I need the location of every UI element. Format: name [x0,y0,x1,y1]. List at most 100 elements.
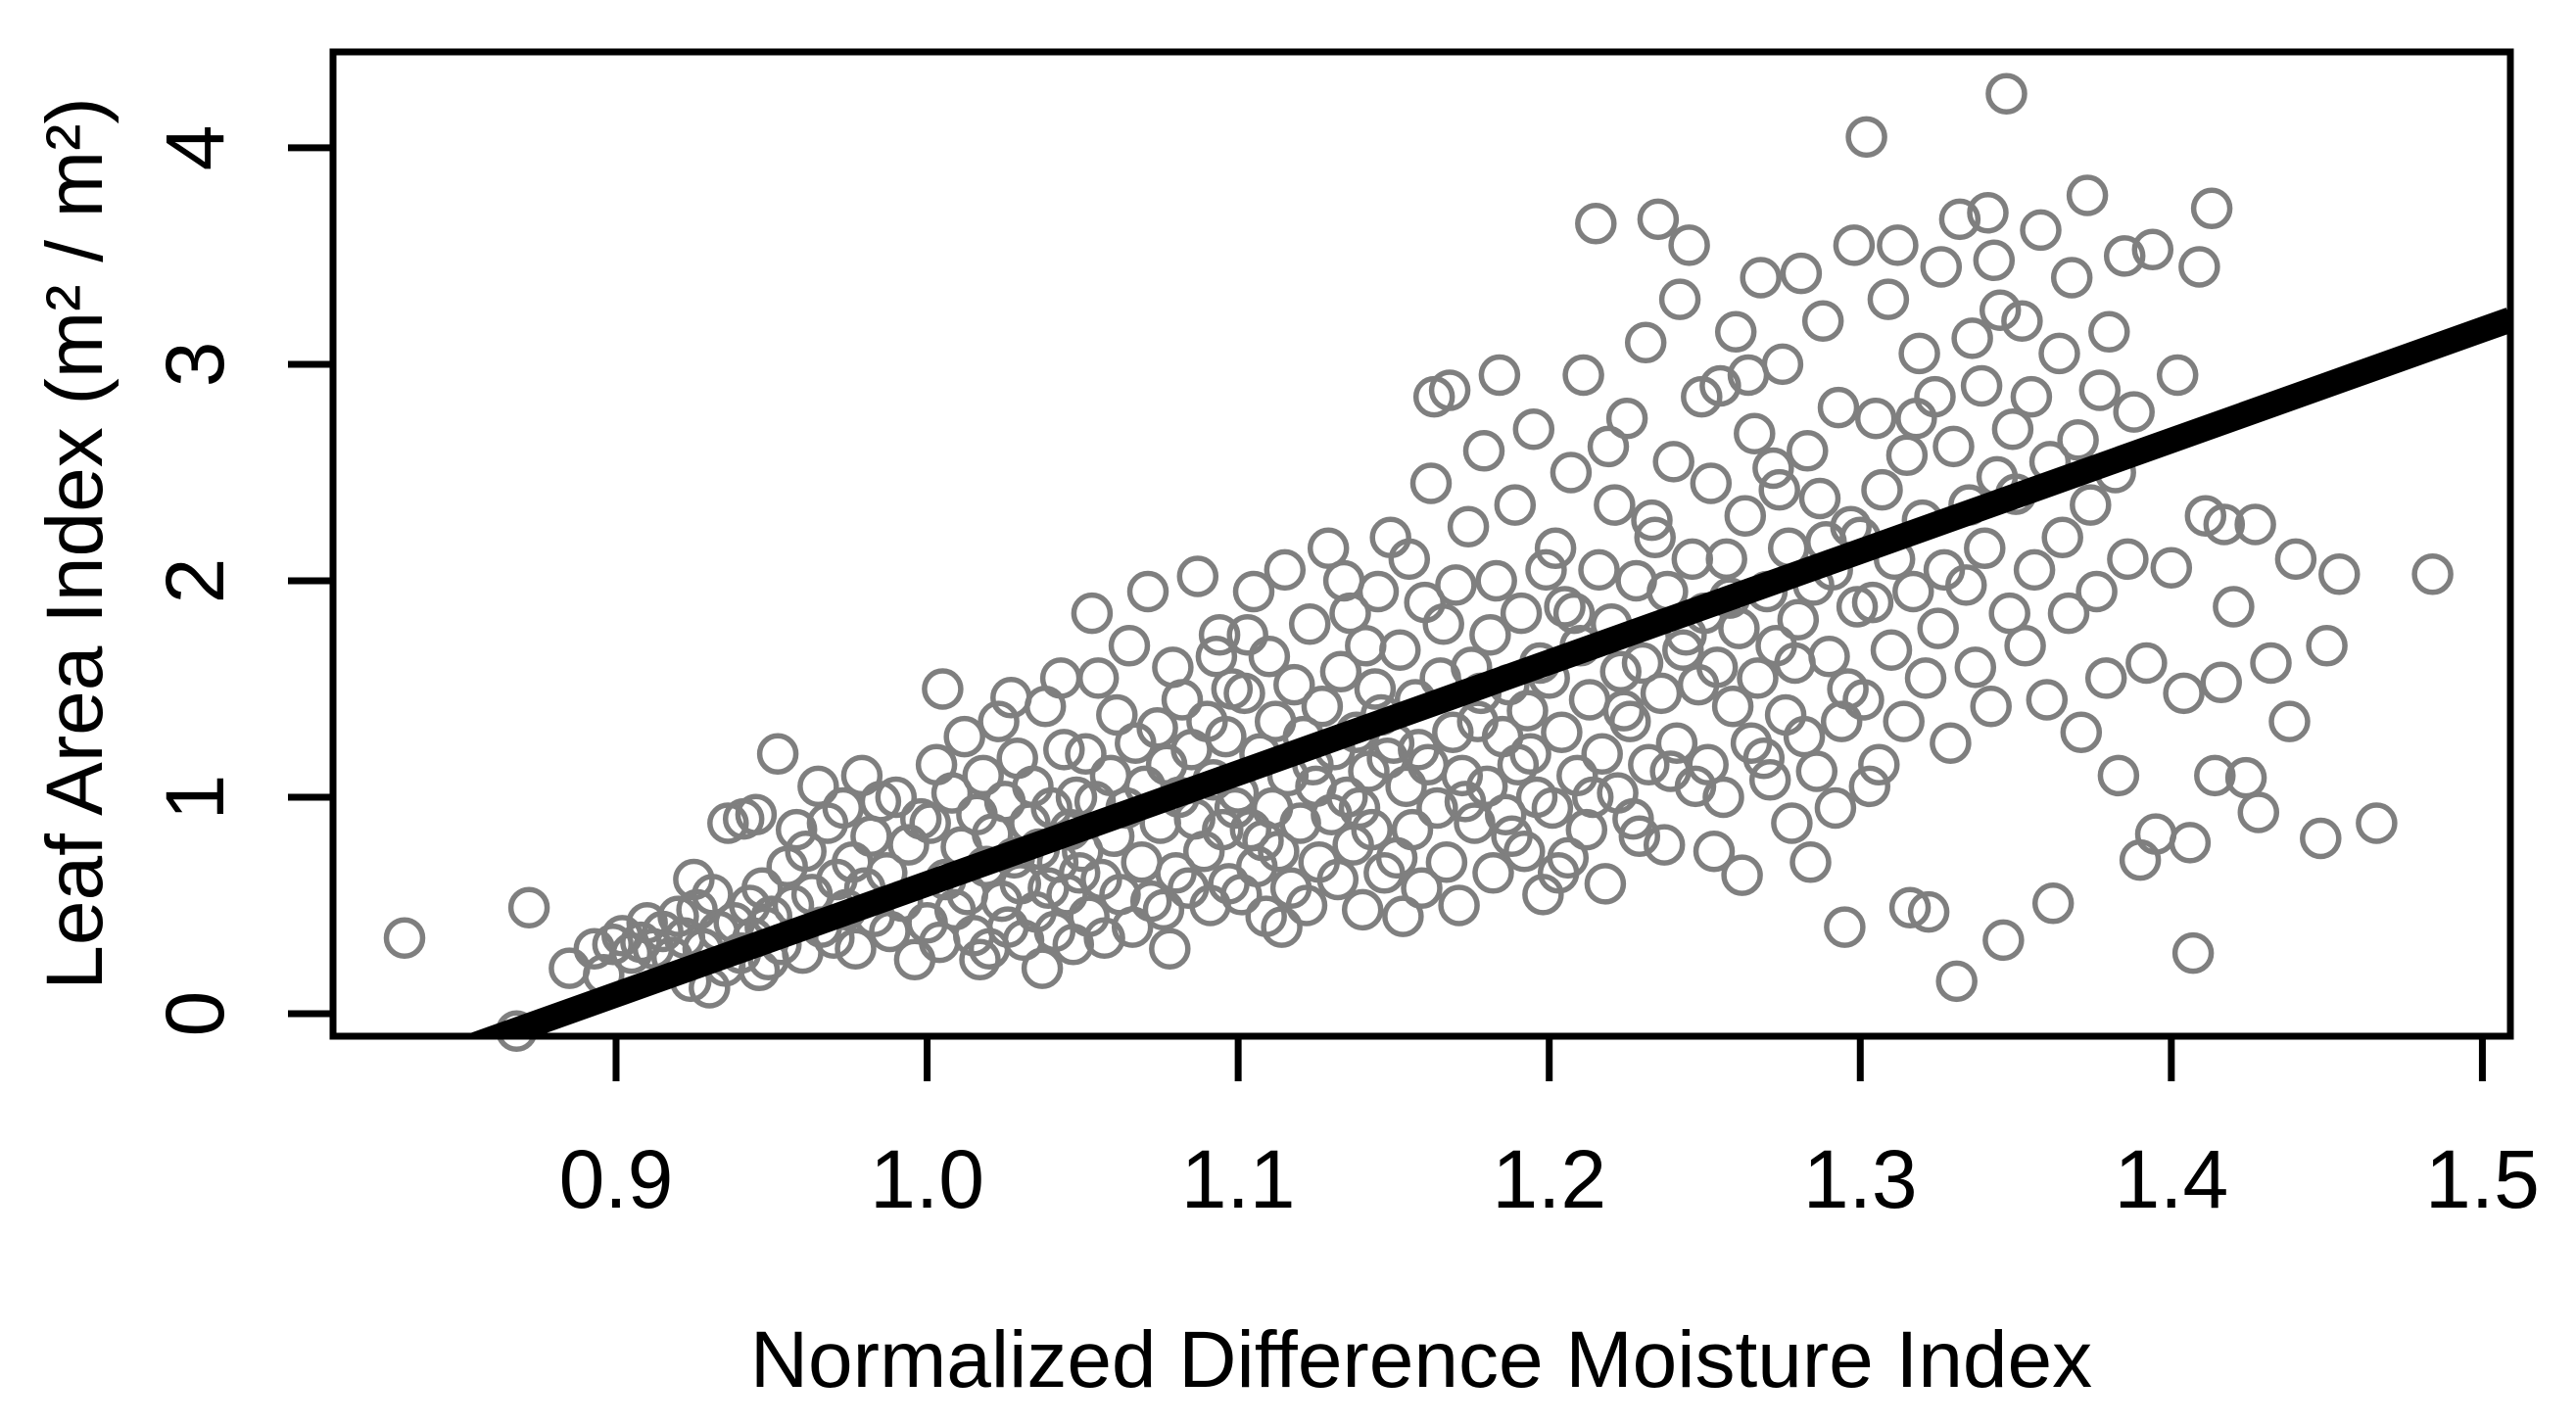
data-point-circle [1662,629,1704,671]
data-point-circle [2047,592,2090,635]
data-point-circle [740,867,784,910]
data-point-circle [1777,598,1820,641]
data-point-circle [2163,672,2205,715]
data-point-circle [2306,625,2348,667]
data-point-circle [859,781,902,823]
plot-border [329,48,2514,1040]
data-point-circle [1693,830,1736,873]
data-point-circle [1575,203,1617,245]
data-point-circle [1345,625,1387,667]
data-point-circle [1599,650,1642,693]
data-point-circle [1195,636,1238,678]
data-point-circle [2178,246,2220,288]
data-point-circle [1058,852,1101,894]
data-point-circle [2171,931,2215,975]
data-point-circle [893,938,936,981]
data-point-circle [1960,364,2003,407]
data-point-circle [962,754,1004,797]
data-point-circle [1409,462,1453,504]
data-point-circle [1655,722,1698,764]
data-point-circle [1258,830,1300,873]
y-axis-title: Leaf Area Index (m² / m²) [30,97,119,989]
data-point-circle [1422,602,1464,645]
data-point-circle [2184,495,2227,537]
data-point-circle [1462,430,1505,472]
data-point-circle [1979,289,2022,331]
data-point-circle [2150,547,2193,589]
data-point-circle [2113,391,2155,433]
data-point-circle [1126,570,1169,613]
data-point-circle [959,938,1001,981]
data-point-circle [1176,555,1219,597]
data-point-circle [1758,468,1800,511]
data-point-circle [1478,354,1521,397]
data-point-circle [1391,808,1434,851]
data-point-circle [1329,592,1371,635]
data-point-circle [1628,743,1670,786]
data-point-circle [1877,224,1919,266]
data-point-circle [1273,663,1315,706]
data-point-circle [1643,824,1686,866]
y-tick-label: 2 [149,558,241,604]
data-point-circle [1319,650,1362,693]
data-point-circle [2237,791,2280,833]
data-point-circle [887,824,930,866]
data-point-circle [2131,228,2174,271]
data-point-circle [2213,586,2255,628]
data-point-circle [1226,613,1268,656]
data-point-circle [2200,661,2242,704]
data-point-circle [1808,636,1850,678]
data-point-circle [1307,527,1350,570]
x-axis: 0.9 1.0 1.1 1.2 1.3 1.4 1.5 [559,1036,2540,1225]
data-point-circle [1500,592,1543,635]
data-point-circle [1435,564,1477,606]
data-point-circle [1824,906,1866,948]
data-point-circle [1624,321,1667,364]
data-point-circle [1621,642,1664,685]
data-point-circle [1898,332,1940,375]
data-point-circle [1914,375,1956,418]
data-point-circle [549,947,591,989]
data-point-circle [1357,570,1400,613]
data-point-circle [1742,737,1786,780]
data-point-circle [1904,657,1947,699]
data-point-circle [1842,679,1884,721]
data-point-circle [1671,538,1714,581]
data-point-circle [1917,607,1959,649]
data-point-circle [2078,369,2122,411]
data-point-circle [1883,700,1925,742]
data-point-circle [1149,928,1191,970]
data-point-circle [507,886,550,928]
data-point-circle [1043,729,1085,771]
data-point-circle [1547,836,1590,880]
data-point-circle [1892,570,1934,613]
data-point-circle [1780,252,1823,295]
data-point-circle [1935,960,1978,1003]
data-point-circle [2001,300,2043,342]
data-point-circle [1690,462,1733,504]
data-point-circle [1907,890,1950,933]
data-point-circle [1795,750,1838,792]
data-point-circle [2103,235,2146,277]
data-point-circle [1618,815,1661,858]
data-point-circle [2097,754,2140,797]
data-point-circle [2274,538,2317,581]
data-point-circle [2084,657,2127,699]
data-point-circle [1721,854,1763,896]
data-point-circle [1836,586,1879,628]
data-point-circle [1512,407,1555,451]
x-tick-label: 1.4 [2114,1133,2228,1225]
data-point-circle [1951,317,1993,359]
regression-line-layer [461,308,2510,1036]
data-point-circle [1888,886,1932,928]
data-point-circle [1771,802,1813,844]
data-point-circle [922,668,964,710]
data-point-circle [1121,841,1163,883]
data-point-circle [1544,586,1586,628]
data-point-circle [1848,765,1891,808]
data-point-circle [1503,830,1546,873]
y-tick-label: 4 [149,125,241,171]
data-point-circle [2169,822,2212,864]
data-point-circle [1531,786,1574,830]
data-point-circle [1702,776,1744,819]
